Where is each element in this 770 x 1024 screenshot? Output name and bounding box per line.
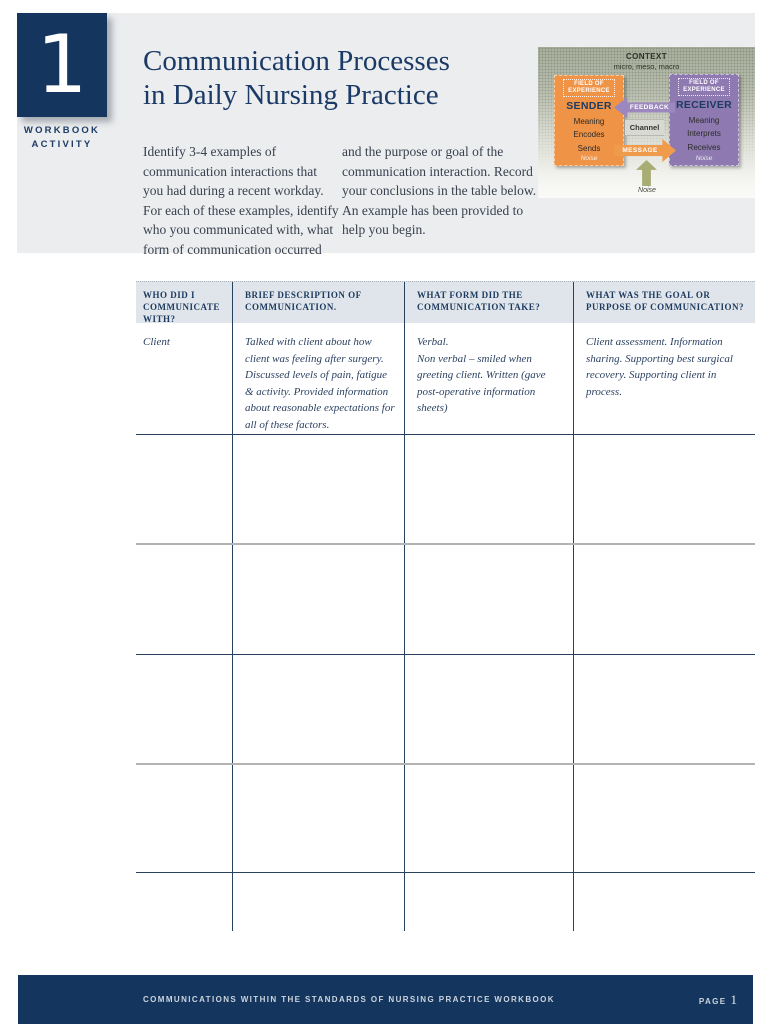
table-cell-empty <box>404 873 573 931</box>
table-header-row: WHO DID I COMMUNICATE WITH? BRIEF DESCRI… <box>136 281 755 325</box>
table-cell-empty <box>573 545 755 654</box>
communication-table: WHO DID I COMMUNICATE WITH? BRIEF DESCRI… <box>136 281 755 931</box>
example-cell-who: Client <box>143 336 170 348</box>
sender-noise-label: Noise <box>580 155 598 162</box>
table-cell-empty <box>232 873 404 931</box>
receiver-item: Interprets <box>687 129 721 138</box>
receiver-item: Receives <box>687 142 721 152</box>
table-row-example: Client Talked with client about how clie… <box>136 323 755 435</box>
diagram-context: CONTEXT micro, meso, macro <box>538 52 755 71</box>
footer-bar: COMMUNICATIONS WITHIN THE STANDARDS OF N… <box>18 975 753 1024</box>
context-subtitle: micro, meso, macro <box>613 62 680 71</box>
channel-box: Channel <box>625 119 664 136</box>
intro-paragraph-left: Identify 3-4 examples of communication i… <box>143 144 339 257</box>
receiver-title: RECEIVER <box>675 99 733 111</box>
table-row <box>136 545 755 655</box>
sender-title: SENDER <box>566 100 612 112</box>
table-cell-empty <box>404 655 573 763</box>
column-header-who: WHO DID I COMMUNICATE WITH? <box>143 290 220 324</box>
receiver-box: FIELD OF EXPERIENCE RECEIVER Meaning Int… <box>669 74 739 166</box>
context-title: CONTEXT <box>625 52 668 61</box>
sender-item: Sends <box>577 143 601 153</box>
column-header-goal: WHAT WAS THE GOAL OR PURPOSE OF COMMUNIC… <box>573 282 755 325</box>
noise-arrow-label: Noise <box>638 187 656 194</box>
workbook-activity-label: WORKBOOK ACTIVITY <box>23 125 101 150</box>
activity-number-box: 1 <box>17 13 107 117</box>
table-cell-empty <box>136 873 232 931</box>
footer-page-number: 1 <box>730 991 738 1007</box>
page-title: Communication Processes in Daily Nursing… <box>143 45 450 111</box>
communication-process-diagram: CONTEXT micro, meso, macro FIELD OF EXPE… <box>538 47 755 198</box>
table-cell-empty <box>573 435 755 543</box>
table-cell-empty <box>573 873 755 931</box>
table-cell-empty <box>573 765 755 872</box>
table-cell-empty <box>573 655 755 763</box>
activity-number: 1 <box>36 18 88 111</box>
table-row <box>136 873 755 931</box>
receiver-field-of-experience: FIELD OF EXPERIENCE <box>678 78 730 96</box>
table-cell-empty <box>232 435 404 543</box>
sender-item: Encodes <box>573 130 605 139</box>
receiver-noise-label: Noise <box>695 155 713 162</box>
intro-paragraph-right: and the purpose or goal of the communica… <box>342 144 537 237</box>
sender-item: Meaning <box>573 116 605 126</box>
footer-page: PAGE 1 <box>699 992 737 1008</box>
footer-title: COMMUNICATIONS WITHIN THE STANDARDS OF N… <box>143 995 555 1004</box>
table-cell-empty <box>136 545 232 654</box>
example-cell-goal: Client assessment. Information sharing. … <box>573 323 755 434</box>
table-cell-empty <box>404 435 573 543</box>
table-cell-empty <box>404 765 573 872</box>
table-cell-empty <box>136 765 232 872</box>
example-cell-description: Talked with client about how client was … <box>232 323 404 434</box>
noise-arrow-icon <box>636 160 657 186</box>
table-cell-empty <box>136 435 232 543</box>
table-row <box>136 655 755 765</box>
receiver-item: Meaning <box>688 115 720 125</box>
table-cell-empty <box>232 545 404 654</box>
column-header-form: WHAT FORM DID THE COMMUNICATION TAKE? <box>404 282 573 325</box>
table-cell-empty <box>136 655 232 763</box>
table-cell-empty <box>232 765 404 872</box>
sender-field-of-experience: FIELD OF EXPERIENCE <box>563 79 615 97</box>
table-cell-empty <box>232 655 404 763</box>
column-header-description: BRIEF DESCRIPTION OF COMMUNICATION. <box>232 282 404 325</box>
table-row <box>136 765 755 873</box>
example-cell-form: Verbal. Non verbal – smiled when greetin… <box>404 323 573 434</box>
table-row <box>136 435 755 545</box>
sender-box: FIELD OF EXPERIENCE SENDER Meaning Encod… <box>554 75 624 166</box>
footer-page-label: PAGE <box>698 996 727 1006</box>
table-cell-empty <box>404 545 573 654</box>
